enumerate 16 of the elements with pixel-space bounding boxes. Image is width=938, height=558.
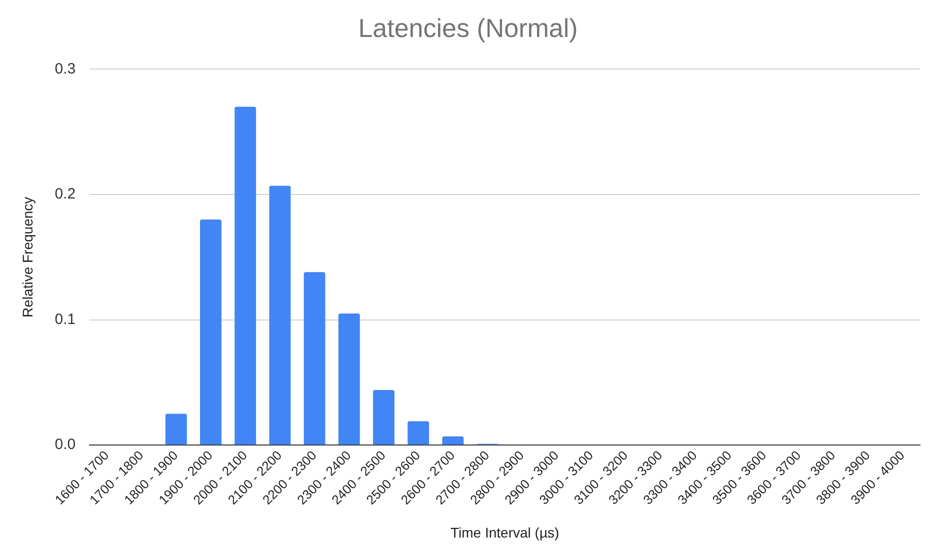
bar: [304, 272, 326, 445]
bar: [165, 414, 187, 445]
bar: [234, 106, 256, 445]
bar: [442, 436, 464, 445]
bar: [269, 186, 291, 445]
bar: [408, 421, 430, 445]
y-tick-label: 0.1: [54, 310, 76, 328]
y-tick-label: 0.2: [54, 186, 76, 203]
bar: [338, 314, 360, 445]
x-axis-title: Time Interval (µs): [450, 524, 560, 540]
bar: [200, 220, 222, 445]
y-axis-title: Relative Frequency: [19, 196, 36, 318]
chart-title: Latencies (Normal): [358, 12, 578, 43]
y-tick-label: 0.0: [54, 436, 76, 454]
y-tick-label: 0.3: [54, 60, 76, 78]
bar: [373, 390, 394, 445]
